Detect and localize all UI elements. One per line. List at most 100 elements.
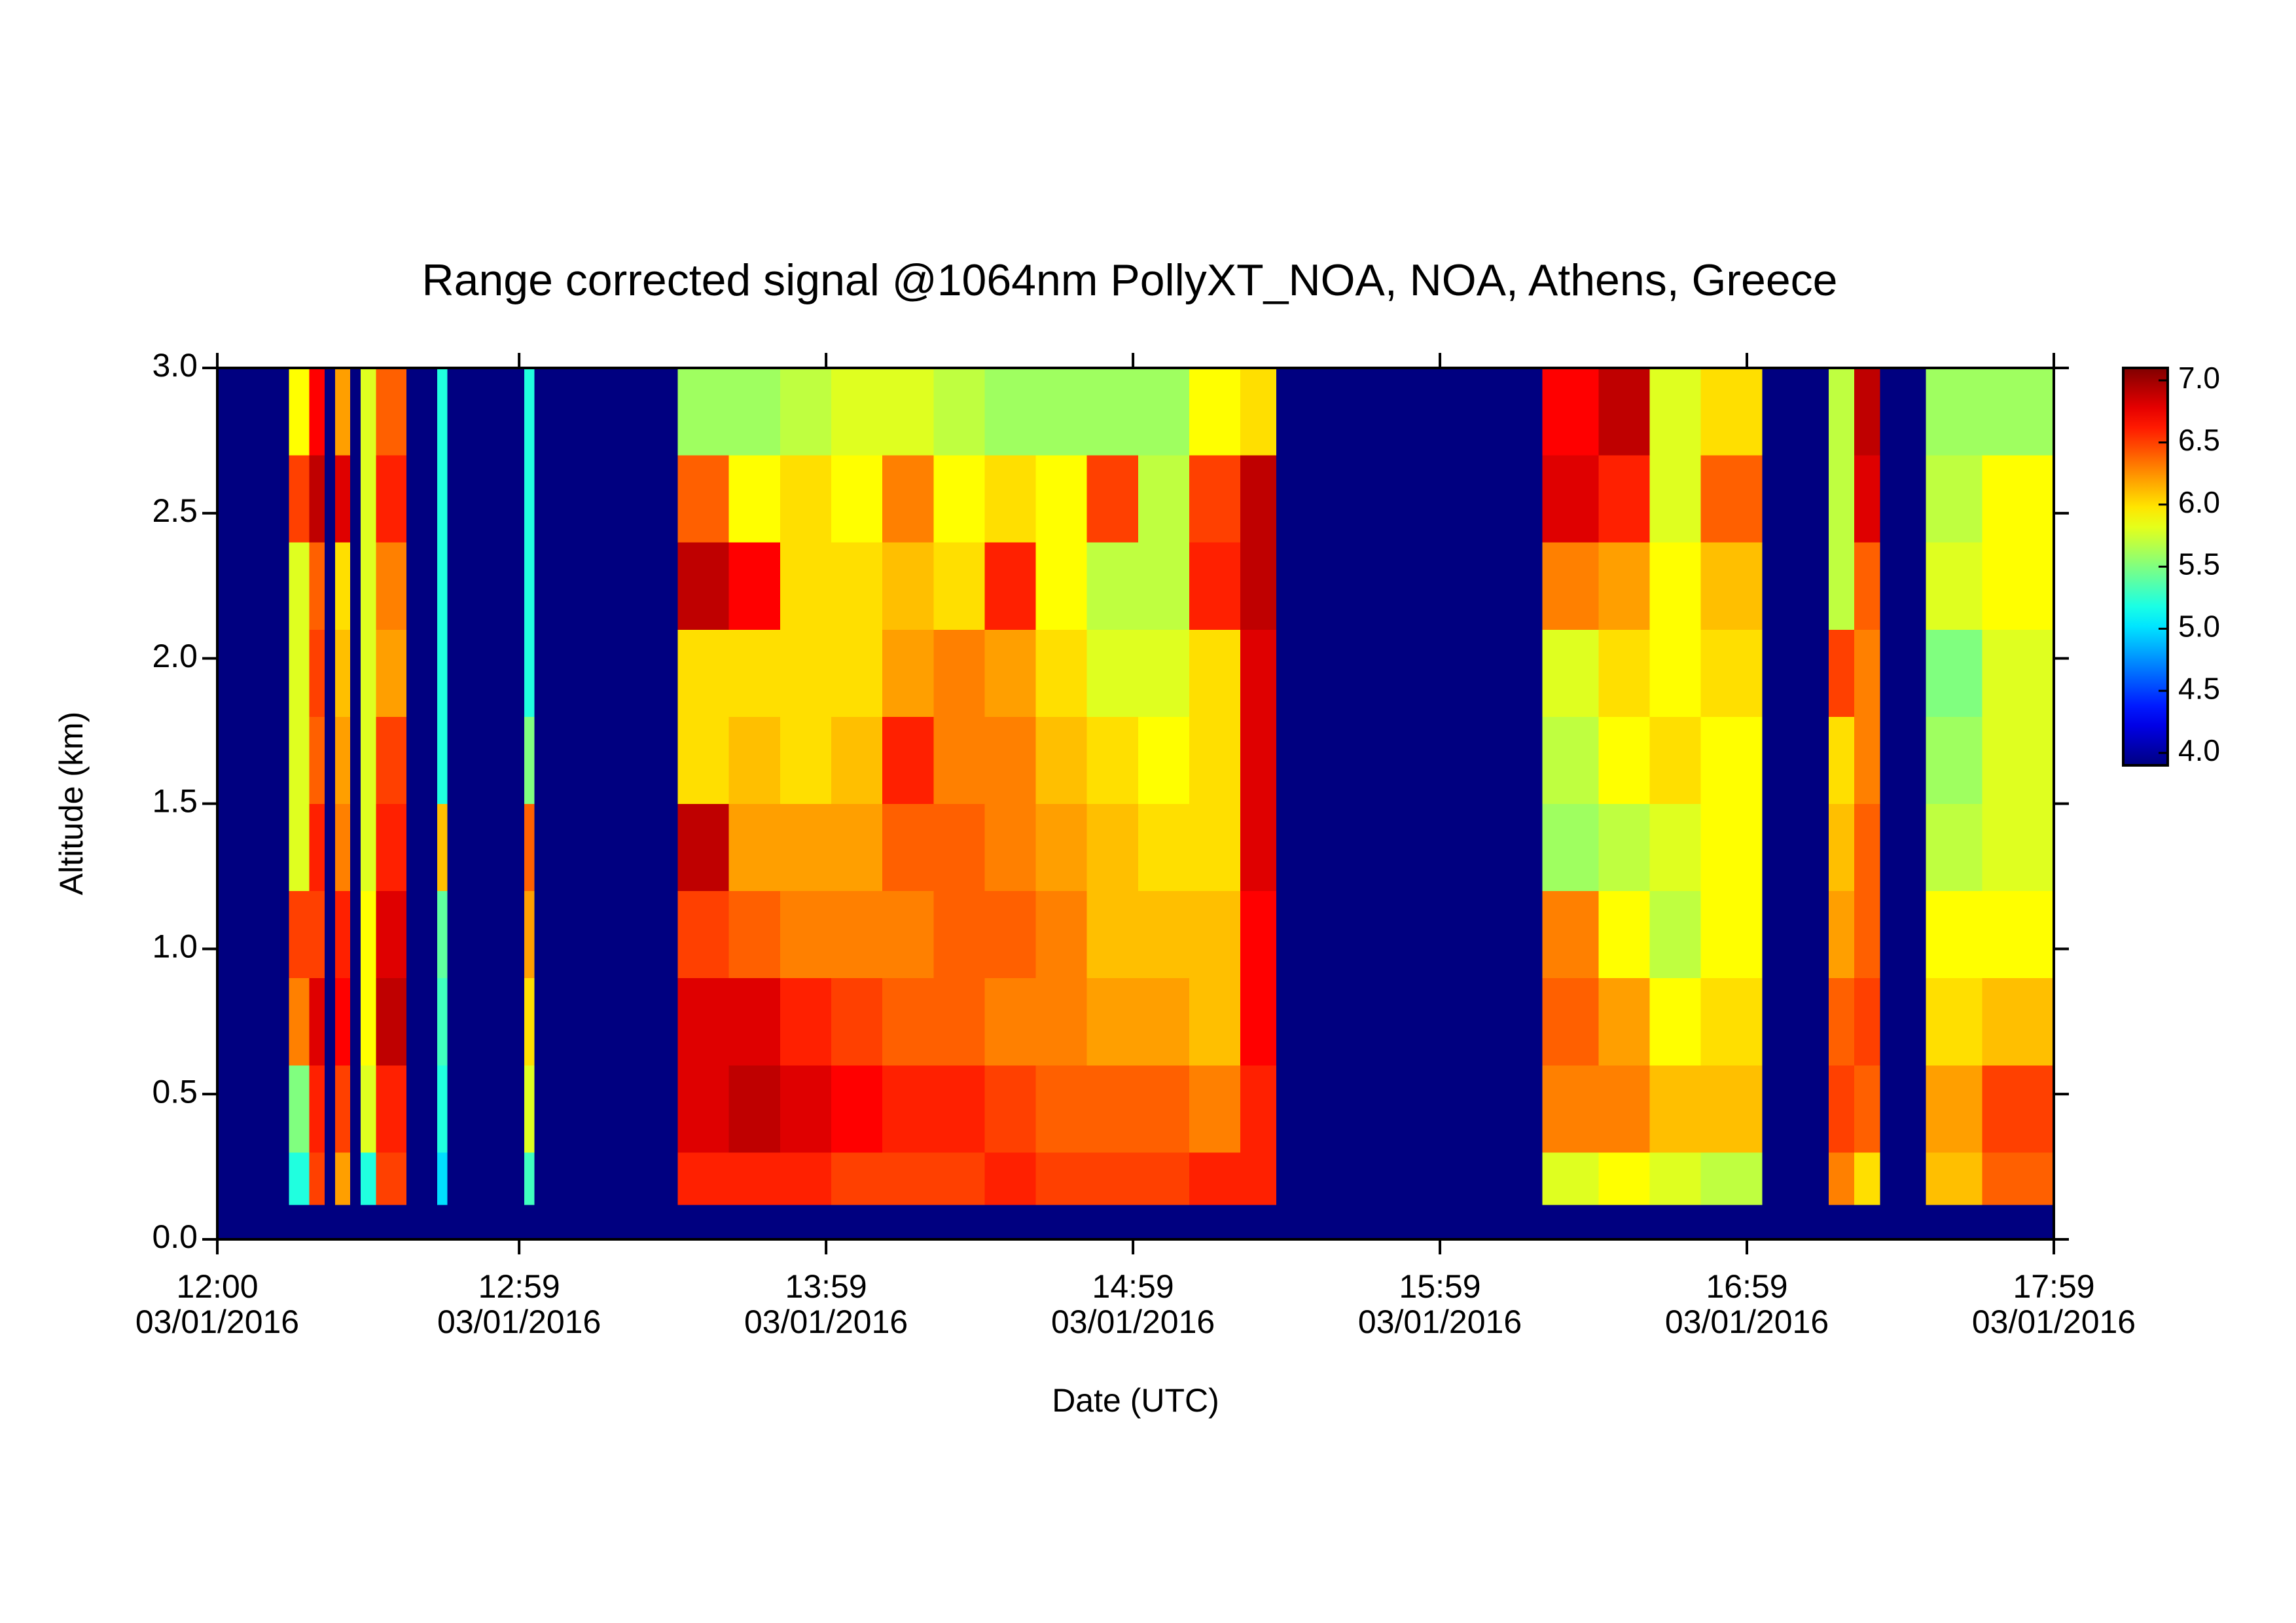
y-tick-label: 0.0 xyxy=(152,1218,198,1255)
heat-cell xyxy=(406,890,438,979)
heat-cell xyxy=(933,890,985,979)
heat-cell xyxy=(882,368,934,456)
heat-cell xyxy=(1035,977,1088,1066)
heat-cell xyxy=(360,1065,376,1153)
heat-cell xyxy=(1649,890,1702,979)
heat-cell xyxy=(309,716,325,804)
heat-cell xyxy=(437,629,448,717)
heat-cell xyxy=(350,1204,361,1240)
heat-cell xyxy=(1880,1204,1927,1240)
heat-cell xyxy=(831,716,883,804)
heat-cell xyxy=(780,803,832,892)
heat-cell xyxy=(325,542,336,630)
heat-cell xyxy=(1762,890,1829,979)
heat-cell xyxy=(1700,1204,1763,1240)
heat-cell xyxy=(1276,1065,1543,1153)
heat-cell xyxy=(1926,716,1983,804)
heat-cell xyxy=(780,1065,832,1153)
heat-cell xyxy=(1598,455,1651,543)
heat-cell xyxy=(447,890,525,979)
heat-cell xyxy=(1240,368,1277,456)
heat-cell xyxy=(882,716,934,804)
heat-cell xyxy=(406,716,438,804)
heat-cell xyxy=(1189,977,1241,1066)
heat-cell xyxy=(933,803,985,892)
y-tick-label: 2.0 xyxy=(152,638,198,674)
x-tick-label: 13:59 03/01/2016 xyxy=(744,1268,908,1340)
heat-cell xyxy=(1649,1204,1702,1240)
heat-cell xyxy=(1649,1152,1702,1205)
heat-cell xyxy=(217,629,289,717)
heat-cell xyxy=(1880,542,1927,630)
heat-cell xyxy=(677,542,730,630)
heat-cell xyxy=(1542,1204,1599,1240)
heat-cell xyxy=(1035,455,1088,543)
heat-cell xyxy=(447,977,525,1066)
heat-cell xyxy=(1649,977,1702,1066)
heat-cell xyxy=(1138,803,1190,892)
heat-cell xyxy=(325,890,336,979)
heat-cell xyxy=(360,890,376,979)
heat-cell xyxy=(325,455,336,543)
heat-cell xyxy=(309,1065,325,1153)
heat-cell xyxy=(289,1204,310,1240)
heat-cell xyxy=(217,977,289,1066)
heat-cell xyxy=(1880,455,1927,543)
heat-cell xyxy=(728,803,781,892)
heat-cell xyxy=(1240,629,1277,717)
heat-cell xyxy=(524,1204,535,1240)
heat-cell xyxy=(325,1152,336,1205)
heat-cell xyxy=(376,890,407,979)
heat-cell xyxy=(524,629,535,717)
chart-title: Range corrected signal @1064nm PollyXT_N… xyxy=(422,255,1838,305)
heat-cell xyxy=(1598,716,1651,804)
heat-cell xyxy=(1829,1204,1855,1240)
heat-cell xyxy=(524,1152,535,1205)
heat-cell xyxy=(289,542,310,630)
heat-cell xyxy=(534,455,678,543)
heat-cell xyxy=(1189,368,1241,456)
heat-cell xyxy=(1598,1204,1651,1240)
heat-cell xyxy=(1982,890,2054,979)
heat-cell xyxy=(1649,716,1702,804)
heat-cell xyxy=(1542,629,1599,717)
heat-cell xyxy=(325,1204,336,1240)
heat-cell xyxy=(406,977,438,1066)
heat-cell xyxy=(309,1204,325,1240)
heat-cell xyxy=(437,1204,448,1240)
heat-cell xyxy=(1138,1204,1190,1240)
heat-cell xyxy=(1762,1152,1829,1205)
heat-cell xyxy=(1829,1152,1855,1205)
heat-cell xyxy=(325,629,336,717)
heat-cell xyxy=(677,803,730,892)
heat-cell xyxy=(882,1065,934,1153)
heat-cell xyxy=(1700,455,1763,543)
heat-cell xyxy=(1982,455,2054,543)
heat-cell xyxy=(1035,629,1088,717)
heat-cell xyxy=(728,542,781,630)
heat-cell xyxy=(1926,890,1983,979)
heat-cell xyxy=(1189,542,1241,630)
heat-cell xyxy=(933,542,985,630)
heat-cell xyxy=(1276,977,1543,1066)
heat-cell xyxy=(1138,1152,1190,1205)
heat-cell xyxy=(1542,1152,1599,1205)
colorbar-tick-label: 5.0 xyxy=(2178,610,2220,644)
heat-cell xyxy=(524,890,535,979)
heat-cell xyxy=(334,803,351,892)
heat-cell xyxy=(1700,542,1763,630)
heat-cell xyxy=(309,1152,325,1205)
heat-cell xyxy=(350,455,361,543)
heat-cell xyxy=(1086,1065,1139,1153)
heat-cell xyxy=(1542,977,1599,1066)
heat-cell xyxy=(1035,1065,1088,1153)
heat-cell xyxy=(1598,542,1651,630)
y-tick-label: 2.5 xyxy=(152,492,198,529)
heat-cell xyxy=(289,1152,310,1205)
heat-cell xyxy=(1854,977,1880,1066)
heat-cell xyxy=(1762,1065,1829,1153)
heat-cell xyxy=(360,977,376,1066)
heat-cell xyxy=(677,1204,730,1240)
heat-cell xyxy=(447,803,525,892)
